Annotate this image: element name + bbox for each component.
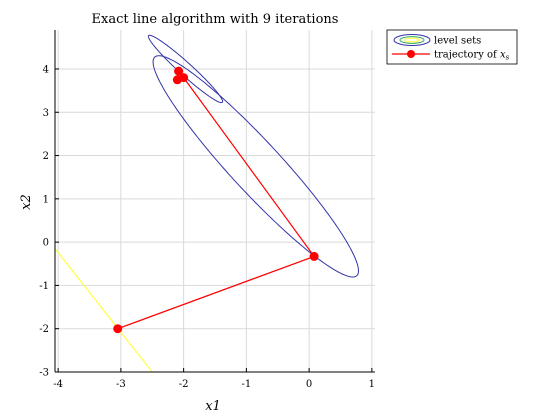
trajectory-point [172, 75, 182, 85]
legend-trajectory-sub: s [506, 54, 510, 62]
x-tick-label: -4 [53, 379, 63, 390]
plot-clip-group [55, 34, 359, 372]
trajectory-legend-icon [392, 50, 430, 58]
x-tick-label: 1 [369, 379, 375, 390]
level-sets-legend-icon [393, 34, 431, 46]
x-axis-label: x1 [205, 399, 221, 414]
trajectory-line [117, 71, 316, 330]
legend: level sets trajectory of xs [386, 29, 518, 65]
y-tick-label: -3 [39, 368, 49, 379]
y-tick-label: 0 [43, 238, 49, 249]
chart-title: Exact line algorithm with 9 iterations [92, 12, 339, 27]
level-set-curve-1 [152, 55, 359, 278]
y-tick-label: 1 [43, 194, 49, 205]
x-tick-label: -1 [241, 379, 251, 390]
y-tick-label: -2 [39, 324, 49, 335]
y-axis-label-text: x2 [19, 194, 34, 210]
legend-level-sets-label: level sets [434, 36, 481, 47]
y-tick-label: -1 [39, 281, 49, 292]
y-tick-label: 3 [43, 108, 49, 119]
far-level-set-curve [55, 248, 153, 372]
legend-trajectory-prefix: trajectory of [434, 50, 500, 61]
x-tick-label: -2 [179, 379, 189, 390]
legend-trajectory-label: trajectory of xs [434, 50, 510, 62]
y-tick-label: 2 [43, 151, 49, 162]
grid [55, 30, 375, 373]
axes: -4 -3 -2 -1 0 1 -3 -2 -1 0 1 2 3 4 [39, 30, 375, 390]
x-axis-label-text: x1 [205, 399, 221, 414]
legend-box [386, 29, 518, 65]
x-tick-label: 0 [306, 379, 312, 390]
trajectory-point [309, 251, 319, 261]
level-set-curve-2 [147, 34, 224, 104]
trajectory-point [174, 66, 184, 76]
y-tick-label: 4 [43, 64, 49, 75]
x-tick-label: -3 [116, 379, 126, 390]
y-axis-label: x2 [19, 194, 34, 210]
plot-area [55, 34, 359, 372]
legend-trajectory-var: x [500, 50, 506, 61]
trajectory-point [113, 324, 123, 334]
